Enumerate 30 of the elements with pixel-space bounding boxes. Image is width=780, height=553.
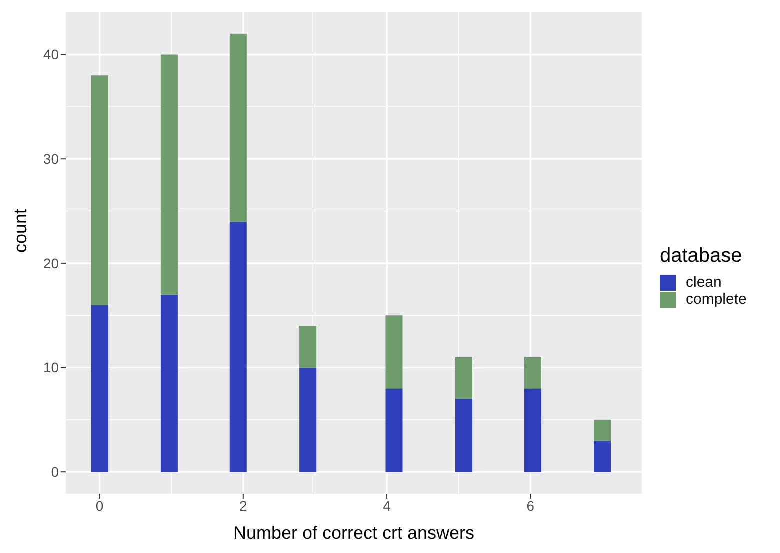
bar bbox=[386, 388, 403, 472]
bar bbox=[230, 34, 247, 222]
y-tick-label: 40 bbox=[43, 46, 60, 63]
x-tick-label: 6 bbox=[526, 498, 535, 514]
y-tick-label: 30 bbox=[43, 151, 60, 168]
legend-title: database bbox=[660, 245, 744, 268]
y-tick-label: 0 bbox=[51, 464, 60, 480]
bar bbox=[524, 388, 542, 472]
bar bbox=[386, 316, 403, 389]
x-tick-label: 2 bbox=[240, 498, 248, 514]
bar bbox=[160, 54, 178, 295]
legend-label: complete bbox=[686, 291, 747, 308]
y-tick-label: 10 bbox=[43, 360, 60, 376]
bar bbox=[455, 357, 472, 400]
bar bbox=[91, 76, 108, 306]
y-axis-title: count bbox=[10, 208, 30, 253]
bar bbox=[230, 222, 247, 472]
x-tick-label: 4 bbox=[383, 498, 392, 514]
bar bbox=[300, 326, 317, 368]
bar bbox=[160, 294, 178, 472]
legend-label: clean bbox=[686, 274, 722, 291]
bar bbox=[594, 440, 612, 472]
bar bbox=[524, 357, 542, 389]
bar bbox=[455, 399, 472, 472]
bar bbox=[594, 420, 612, 441]
x-axis-title: Number of correct crt answers bbox=[233, 523, 475, 543]
bar bbox=[91, 305, 108, 472]
y-tick-label: 20 bbox=[43, 255, 60, 272]
x-tick-label: 0 bbox=[96, 498, 104, 514]
bar bbox=[300, 368, 317, 472]
